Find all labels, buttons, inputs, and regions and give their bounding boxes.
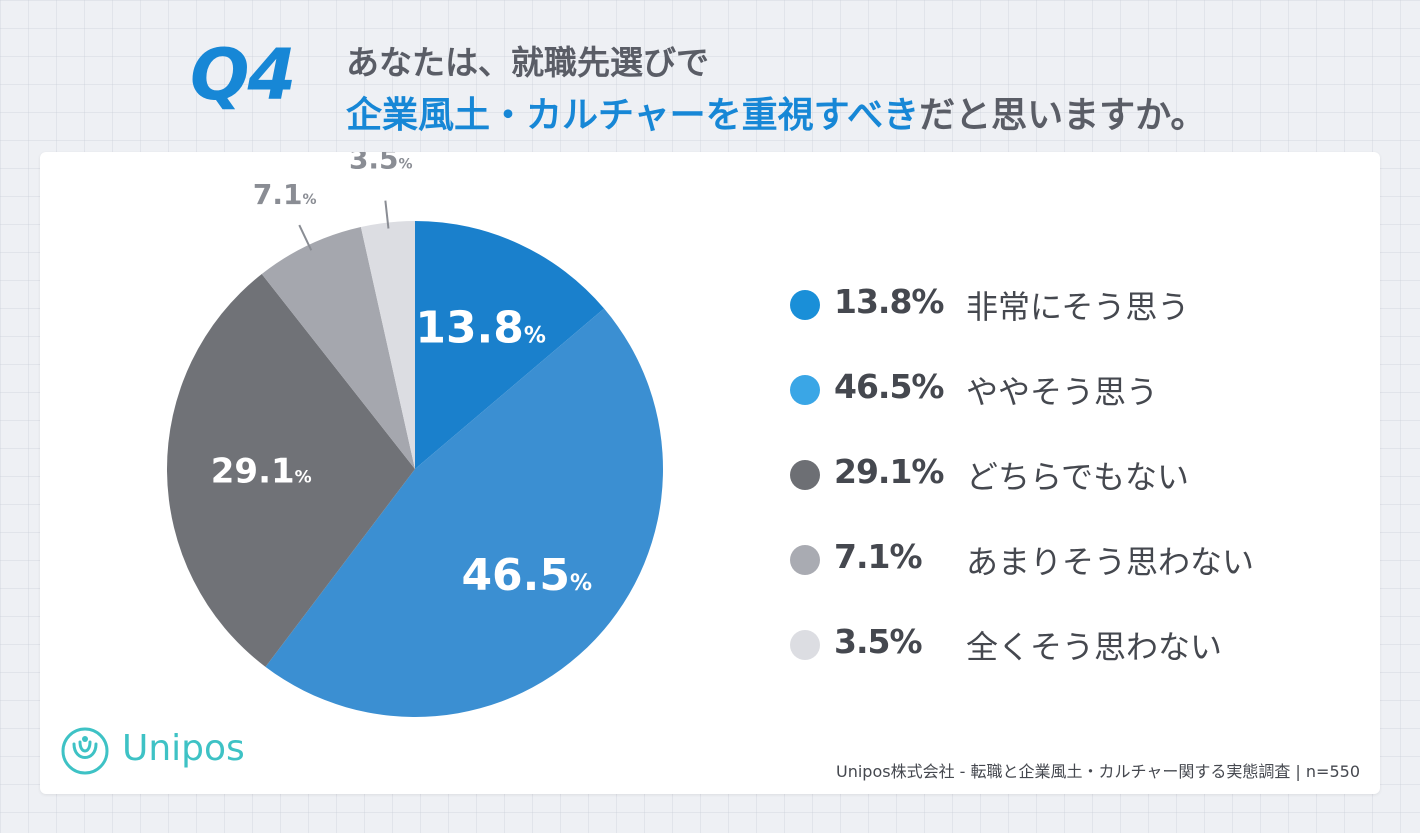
leader-line: [298, 224, 313, 251]
pie-slice: [167, 274, 415, 667]
legend-dot-3: [790, 545, 820, 575]
pie-slice: [265, 308, 663, 717]
legend-value: 7.1%: [834, 537, 923, 576]
legend-value: 3.5%: [834, 622, 923, 661]
legend-dot-0: [790, 290, 820, 320]
source-note: Unipos株式会社 - 転職と企業風土・カルチャー関する実態調査 | n=55…: [835, 762, 1360, 781]
unipos-logo-icon: [61, 727, 109, 775]
pie-slice: [360, 221, 415, 469]
legend-label: あまりそう思わない: [966, 543, 1255, 581]
legend-value: 29.1%: [834, 452, 944, 491]
legend-label: どちらでもない: [966, 458, 1190, 496]
title-line-2: 企業風土・カルチャーを重視すべきだと思いますか。: [346, 86, 1206, 138]
data-label: 46.5%: [461, 550, 592, 601]
unipos-logo: Unipos: [60, 722, 300, 782]
logo-text: Unipos: [122, 728, 245, 769]
legend-item: 46.5% ややそう思う: [790, 363, 1390, 413]
question-number: Q4: [190, 34, 296, 116]
legend-label: 非常にそう思う: [966, 288, 1190, 326]
pie-chart: 13.8% 46.5% 29.1% 7.1% 3.5%: [167, 152, 663, 717]
legend-value: 13.8%: [834, 282, 944, 321]
title-rest: だと思いますか。: [919, 95, 1207, 136]
legend-item: 7.1% あまりそう思わない: [790, 533, 1390, 583]
legend-item: 3.5% 全くそう思わない: [790, 618, 1390, 668]
legend-item: 29.1% どちらでもない: [790, 448, 1390, 498]
header: Q4 あなたは、就職先選びで 企業風土・カルチャーを重視すべきだと思いますか。: [190, 28, 1290, 138]
legend-label: ややそう思う: [966, 373, 1159, 411]
pie-slice: [261, 226, 415, 469]
legend-dot-4: [790, 630, 820, 660]
legend-dot-1: [790, 375, 820, 405]
title-line-1: あなたは、就職先選びで: [346, 43, 709, 82]
leader-line: [384, 200, 390, 229]
legend-value: 46.5%: [834, 367, 944, 406]
pie-slice: [415, 221, 605, 469]
chart-card: 13.8% 46.5% 29.1% 7.1% 3.5% 13.8% 非常にそう思う 46…: [40, 152, 1380, 794]
data-label: 7.1%: [253, 178, 317, 211]
data-label: 13.8%: [415, 303, 546, 354]
legend-item: 13.8% 非常にそう思う: [790, 278, 1390, 328]
data-label: 29.1%: [211, 451, 312, 491]
title-highlight: 企業風土・カルチャーを重視すべき: [346, 95, 920, 136]
legend-label: 全くそう思わない: [966, 628, 1223, 666]
data-label: 3.5%: [349, 152, 413, 176]
legend-dot-2: [790, 460, 820, 490]
